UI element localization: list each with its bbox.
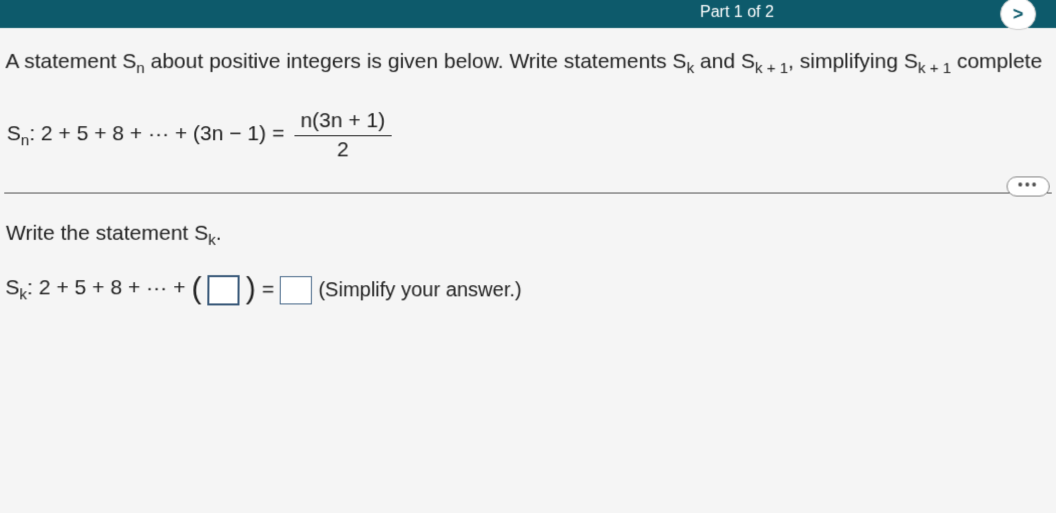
equals-sign: = — [262, 278, 274, 302]
part-indicator: Part 1 of 2 — [700, 4, 774, 22]
section-divider — [4, 192, 1052, 193]
formula-label: S — [7, 122, 21, 145]
intro-text: A statement S — [5, 50, 136, 73]
subscript-k1: k + 1 — [755, 60, 788, 77]
formula-lhs: : 2 + 5 + 8 + ··· + (3n − 1) = — [29, 122, 284, 145]
next-button[interactable]: > — [1000, 0, 1036, 30]
intro-text: and S — [694, 50, 755, 73]
formula-sn: Sn: 2 + 5 + 8 + ··· + (3n − 1) = n(3n + … — [7, 109, 1052, 162]
chevron-right-icon: > — [1013, 3, 1024, 24]
fraction: n(3n + 1) 2 — [294, 109, 391, 162]
intro-text: complete — [951, 50, 1042, 73]
answer-label: S — [5, 277, 19, 300]
answer-hint: (Simplify your answer.) — [318, 279, 521, 302]
fraction-numerator: n(3n + 1) — [294, 109, 391, 136]
answer-lhs: : 2 + 5 + 8 + ··· + — [27, 277, 186, 300]
problem-statement: A statement Sn about positive integers i… — [5, 46, 1050, 81]
more-options-button[interactable]: ••• — [1007, 176, 1050, 196]
answer-row: Sk: 2 + 5 + 8 + ··· + ( ) = (Simplify yo… — [5, 273, 1053, 307]
ellipsis-icon: ••• — [1018, 176, 1039, 192]
fraction-denominator: 2 — [337, 136, 349, 162]
right-paren: ) — [246, 272, 256, 306]
instruction-text: Write the statement Sk. — [6, 222, 1053, 249]
intro-text: , simplifying S — [788, 50, 918, 73]
answer-input-result[interactable] — [280, 276, 312, 304]
header-bar: Part 1 of 2 > — [0, 0, 1056, 28]
left-paren: ( — [191, 272, 201, 306]
answer-input-term[interactable] — [207, 275, 239, 305]
content-area: A statement Sn about positive integers i… — [0, 28, 1056, 308]
intro-text: about positive integers is given below. … — [145, 50, 687, 73]
subscript-n: n — [136, 60, 145, 77]
answer-sub: k — [19, 287, 27, 304]
subscript-k: k — [687, 60, 695, 77]
subscript-k1b: k + 1 — [918, 60, 951, 77]
